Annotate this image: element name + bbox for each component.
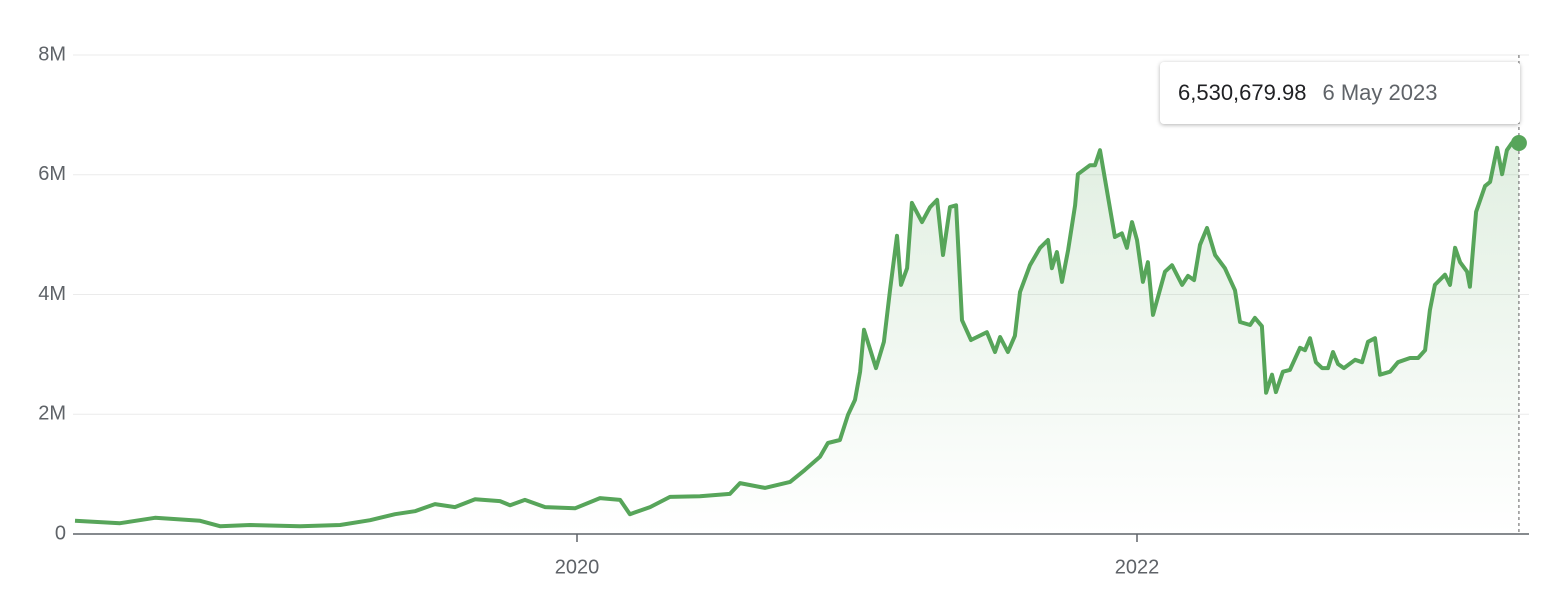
y-tick-label: 6M [38,163,66,185]
x-tick-label: 2022 [1115,556,1160,578]
y-tick-label: 0 [55,522,66,544]
tooltip-value: 6,530,679.98 [1178,80,1307,105]
tooltip: 6,530,679.98 6 May 2023 [1160,62,1520,124]
y-tick-label: 4M [38,283,66,305]
line [74,141,1519,529]
hover-dot [1510,134,1527,151]
y-tick-label: 2M [38,403,66,425]
area [74,143,1519,534]
tooltip-date: 6 May 2023 [1322,80,1438,105]
y-tick-label: 8M [38,43,66,65]
x-tick-label: 2020 [555,556,600,578]
